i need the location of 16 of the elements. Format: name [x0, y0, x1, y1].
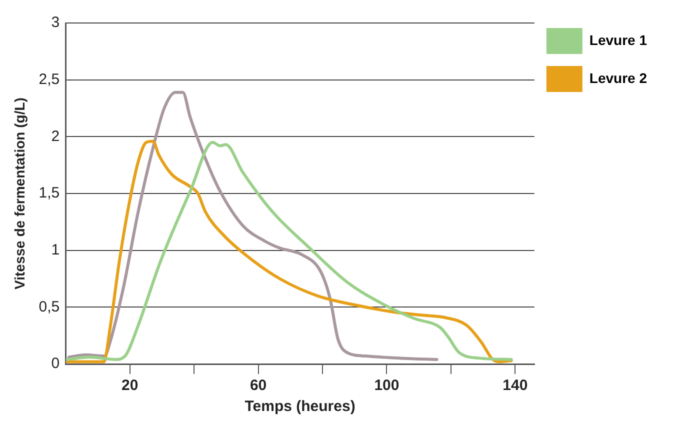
y-axis-title: Vitesse de fermentation (g/L)	[11, 98, 28, 290]
x-tick-label: 140	[502, 377, 528, 394]
line-series	[67, 90, 438, 361]
y-tick-label: 3	[51, 14, 60, 32]
x-tick-label: 20	[122, 377, 138, 394]
y-tick-label: 2	[51, 128, 60, 145]
y-tick-label: 1,5	[38, 184, 60, 202]
y-tick-label: 0,5	[38, 298, 60, 316]
y-tick-label: 2,5	[38, 70, 60, 88]
x-tick-label: 60	[250, 377, 267, 394]
x-axis-title: Temps (heures)	[244, 398, 356, 416]
y-tick-label: 0	[51, 355, 60, 372]
y-tick-label: 1	[51, 241, 60, 258]
legend-label: Levure 1	[589, 32, 648, 48]
x-tick-label: 100	[374, 377, 400, 394]
legend-label: Levure 2	[589, 70, 648, 86]
